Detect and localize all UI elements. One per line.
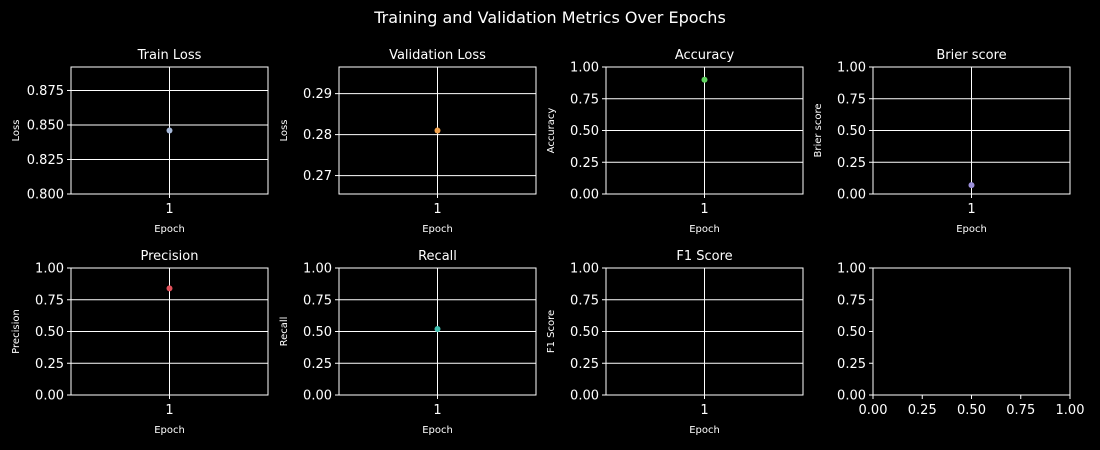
y-tick-label: 1.00 — [570, 262, 599, 277]
y-axis-label: Accuracy — [546, 108, 557, 154]
y-tick-label: 0.50 — [570, 124, 599, 139]
x-tick-label: 1 — [165, 403, 173, 418]
x-axis-label: Epoch — [154, 224, 185, 235]
y-tick-label: 0.875 — [27, 84, 64, 99]
y-tick-label: 0.75 — [837, 293, 866, 308]
y-tick-label: 0.75 — [570, 293, 599, 308]
y-tick-label: 0.27 — [303, 169, 332, 184]
y-axis-label: Loss — [279, 120, 290, 142]
subplot-title: Train Loss — [137, 48, 202, 63]
y-axis-label: Brier score — [813, 103, 824, 157]
x-tick-label: 0.50 — [957, 403, 986, 418]
x-axis-label: Epoch — [956, 224, 987, 235]
y-tick-label: 0.00 — [570, 188, 599, 203]
data-point — [166, 127, 173, 134]
y-tick-label: 0.28 — [303, 128, 332, 143]
y-axis-label: Recall — [279, 317, 290, 347]
x-tick-label: 1 — [700, 403, 708, 418]
data-point — [434, 127, 441, 134]
subplot-title: F1 Score — [676, 249, 732, 264]
y-tick-label: 0.25 — [570, 357, 599, 372]
y-tick-label: 0.00 — [35, 389, 64, 404]
y-tick-label: 0.29 — [303, 87, 332, 102]
y-tick-label: 0.50 — [837, 325, 866, 340]
x-axis-label: Epoch — [422, 224, 453, 235]
x-tick-label: 0.75 — [1006, 403, 1035, 418]
y-tick-label: 0.50 — [35, 325, 64, 340]
x-tick-label: 1 — [433, 202, 441, 217]
y-tick-label: 1.00 — [35, 262, 64, 277]
x-axis-label: Epoch — [689, 224, 720, 235]
y-tick-label: 0.75 — [303, 293, 332, 308]
y-tick-label: 1.00 — [837, 262, 866, 277]
x-axis-label: Epoch — [154, 425, 185, 436]
data-point — [434, 325, 441, 332]
y-tick-label: 0.25 — [35, 357, 64, 372]
subplot-title: Recall — [418, 249, 457, 264]
data-point — [968, 182, 975, 189]
y-tick-label: 0.00 — [570, 389, 599, 404]
y-tick-label: 0.75 — [837, 92, 866, 107]
x-tick-label: 1.00 — [1056, 403, 1085, 418]
y-axis-label: F1 Score — [546, 310, 557, 353]
subplot-title: Brier score — [936, 48, 1006, 63]
y-tick-label: 0.850 — [27, 118, 64, 133]
y-axis-label: Loss — [11, 120, 22, 142]
y-tick-label: 0.50 — [570, 325, 599, 340]
y-tick-label: 0.25 — [303, 357, 332, 372]
y-axis-label: Precision — [11, 309, 22, 354]
x-axis-label: Epoch — [689, 425, 720, 436]
data-point — [701, 76, 708, 83]
y-tick-label: 0.00 — [837, 389, 866, 404]
y-tick-label: 0.75 — [35, 293, 64, 308]
data-point — [166, 285, 173, 292]
x-tick-label: 0.25 — [908, 403, 937, 418]
figure-title: Training and Validation Metrics Over Epo… — [373, 8, 726, 27]
y-tick-label: 1.00 — [837, 61, 866, 76]
y-tick-label: 0.75 — [570, 92, 599, 107]
y-tick-label: 0.25 — [570, 156, 599, 171]
subplot-title: Precision — [140, 249, 198, 264]
x-tick-label: 0.00 — [859, 403, 888, 418]
x-tick-label: 1 — [165, 202, 173, 217]
x-axis-label: Epoch — [422, 425, 453, 436]
y-tick-label: 0.800 — [27, 188, 64, 203]
y-tick-label: 0.25 — [837, 156, 866, 171]
x-tick-label: 1 — [700, 202, 708, 217]
y-tick-label: 1.00 — [570, 61, 599, 76]
y-tick-label: 0.25 — [837, 357, 866, 372]
y-tick-label: 0.825 — [27, 153, 64, 168]
y-tick-label: 0.00 — [303, 389, 332, 404]
subplot-title: Validation Loss — [389, 48, 486, 63]
y-tick-label: 0.50 — [303, 325, 332, 340]
y-tick-label: 0.00 — [837, 188, 866, 203]
y-tick-label: 0.50 — [837, 124, 866, 139]
x-tick-label: 1 — [967, 202, 975, 217]
x-tick-label: 1 — [433, 403, 441, 418]
subplot-title: Accuracy — [675, 48, 735, 63]
y-tick-label: 1.00 — [303, 262, 332, 277]
